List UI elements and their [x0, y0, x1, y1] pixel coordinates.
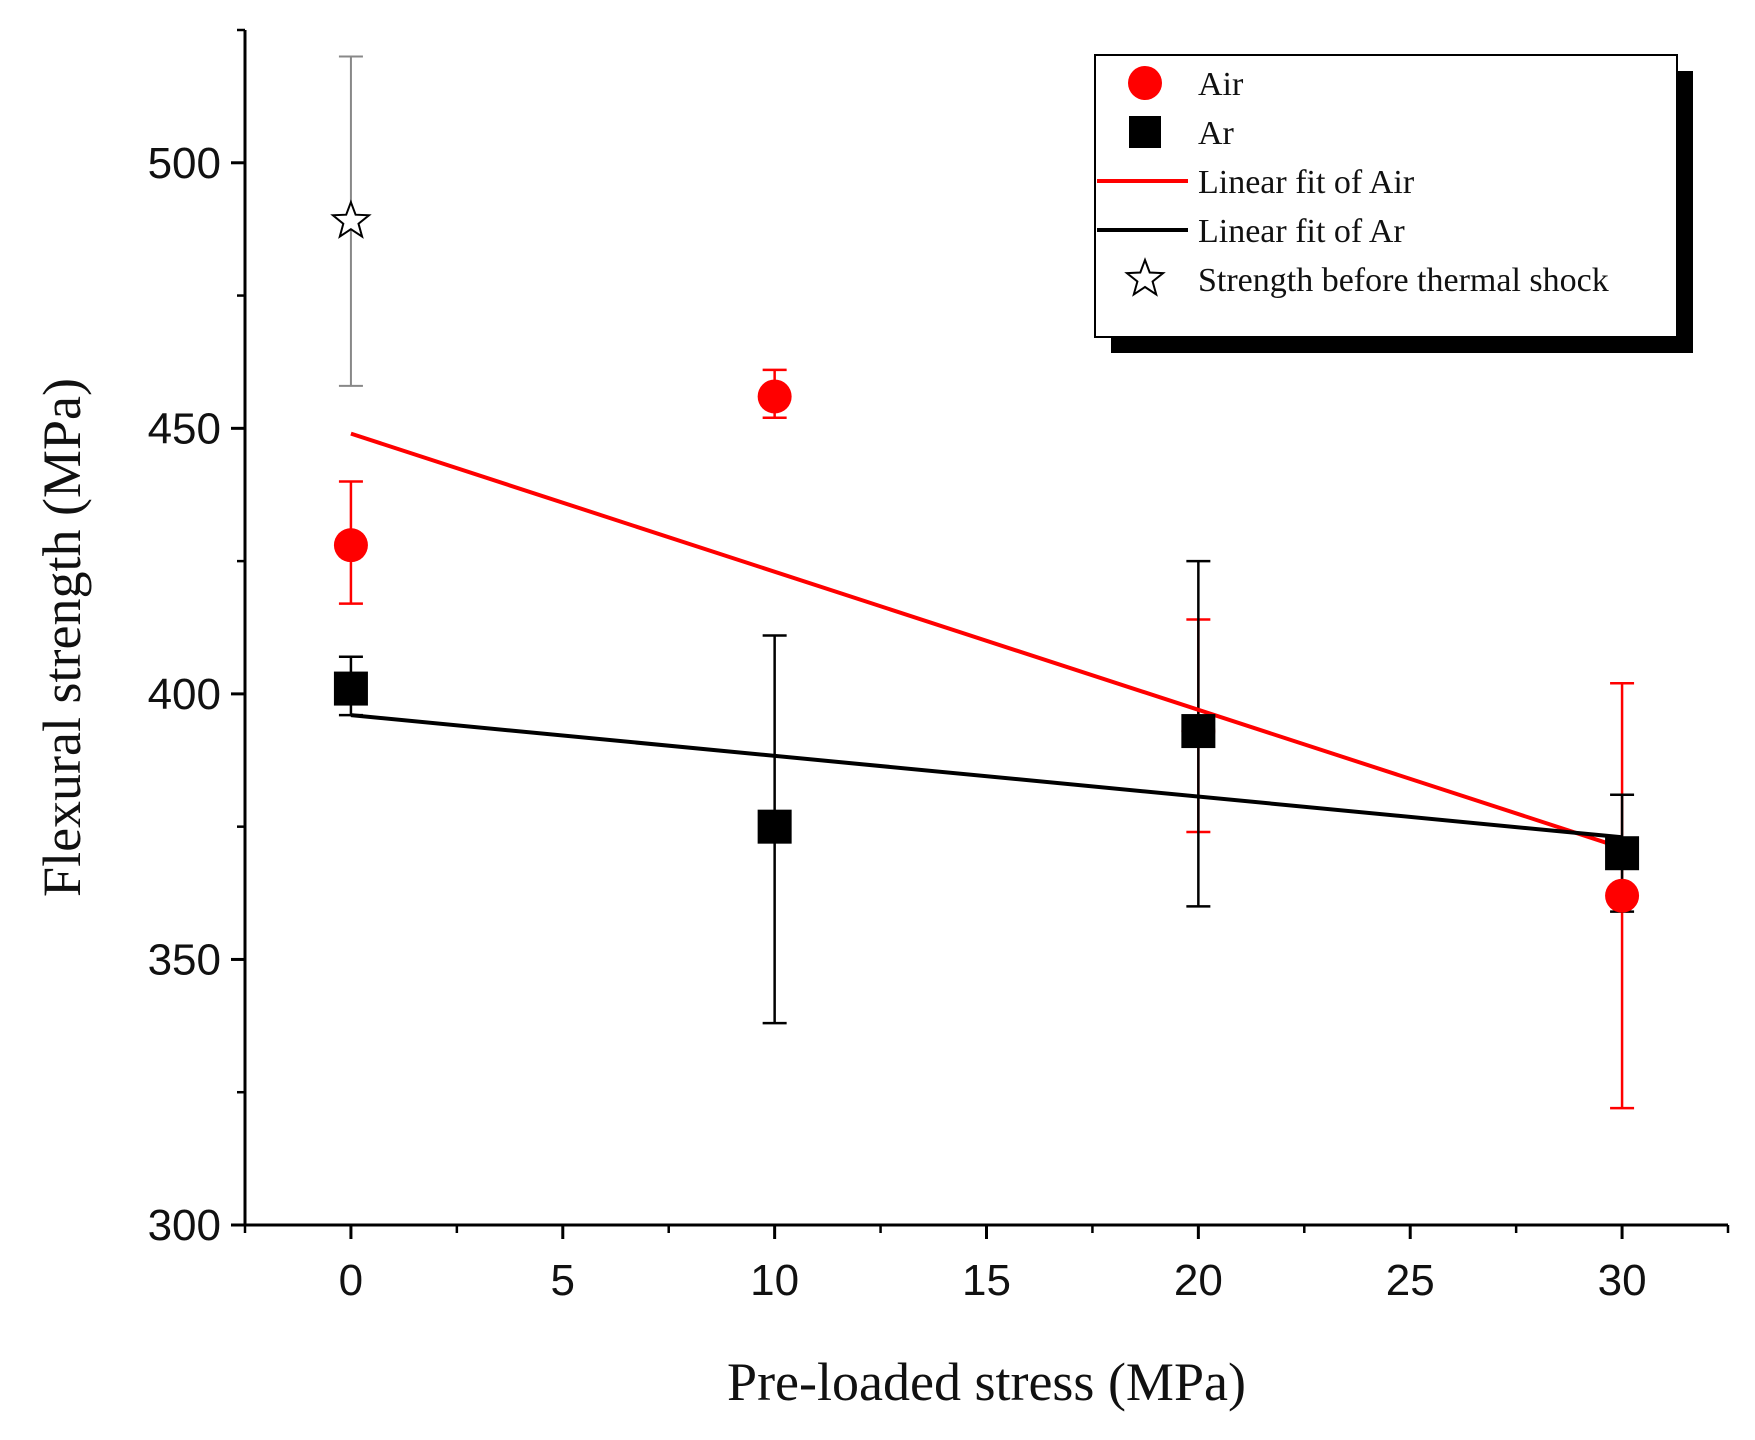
data-point-ar	[1605, 836, 1640, 871]
legend-box	[1094, 54, 1678, 338]
fit-line-air	[350, 431, 1623, 850]
legend-label: Linear fit of Ar	[1198, 213, 1405, 250]
data-point-air	[333, 528, 368, 563]
x-tick-label: 0	[339, 1256, 363, 1305]
legend: Air Ar Linear fit of Air Linear fit of Ar St…	[1094, 54, 1693, 353]
x-tick-label: 30	[1598, 1256, 1647, 1305]
y-tick-label: 500	[148, 139, 221, 188]
legend-marker-star	[1124, 257, 1166, 297]
legend-label: Ar	[1198, 115, 1235, 152]
axes: 0 5 10 15 20 25 30 300 350 400 450 500	[148, 28, 1730, 1305]
data-point-ar	[1181, 714, 1216, 749]
data-point-strength-before	[330, 199, 372, 239]
x-tick-label: 20	[1174, 1256, 1223, 1305]
y-tick-label: 350	[148, 935, 221, 984]
x-tick-label: 10	[750, 1256, 799, 1305]
legend-marker-ar	[1129, 116, 1161, 148]
x-axis-title: Pre-loaded stress (MPa)	[727, 1352, 1246, 1412]
data-point-air	[757, 379, 792, 414]
legend-label: Strength before thermal shock	[1198, 262, 1609, 299]
y-tick-label: 400	[148, 670, 221, 719]
legend-label: Linear fit of Air	[1198, 164, 1415, 201]
x-tick-label: 25	[1386, 1256, 1435, 1305]
legend-marker-air	[1128, 66, 1162, 100]
legend-label: Air	[1198, 66, 1244, 103]
y-tick-label: 450	[148, 404, 221, 453]
x-tick-label: 5	[551, 1256, 575, 1305]
data-point-air	[1605, 878, 1640, 913]
plot-area	[330, 55, 1640, 1110]
fit-line-ar	[350, 713, 1623, 840]
data-point-ar	[333, 671, 368, 706]
y-tick-label: 300	[148, 1201, 221, 1250]
data-point-ar	[757, 809, 792, 844]
y-axis-title: Flexural strength (MPa)	[32, 378, 92, 897]
x-tick-label: 15	[962, 1256, 1011, 1305]
